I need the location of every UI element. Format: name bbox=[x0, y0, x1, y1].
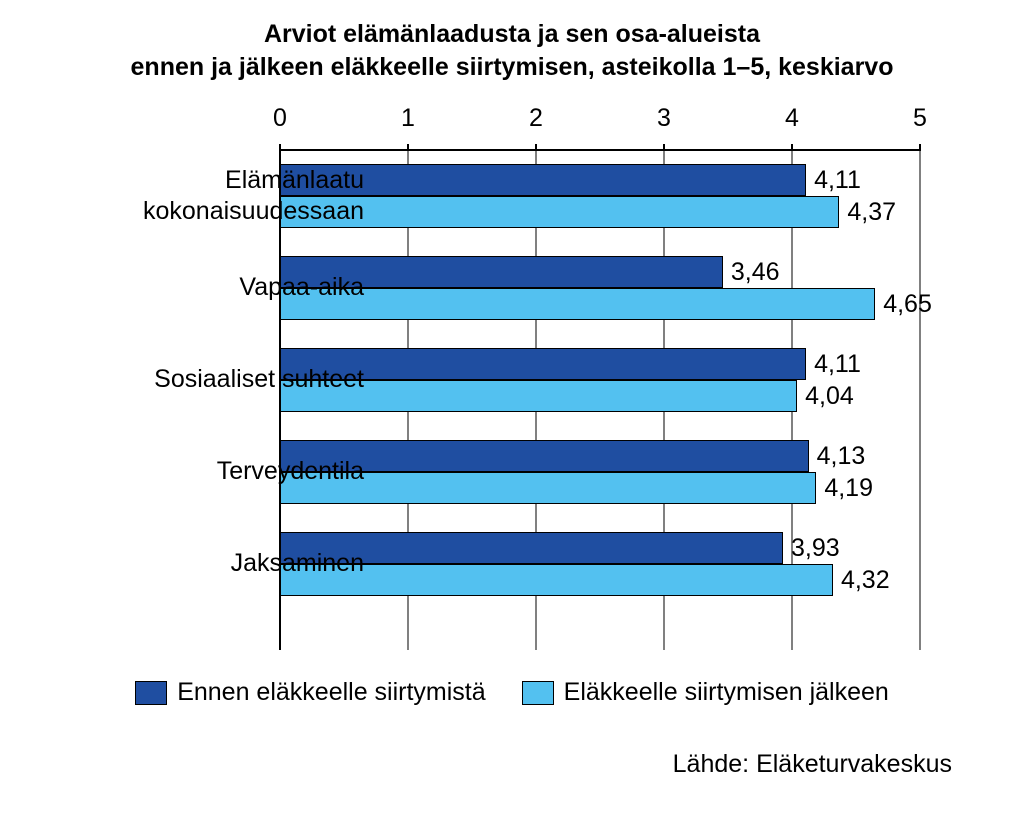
category-label: Elämänlaatu kokonaisuudessaan bbox=[143, 165, 364, 228]
x-tick-label: 3 bbox=[657, 104, 671, 133]
bar-value-label: 4,04 bbox=[805, 382, 854, 411]
chart-title-line1: Arviot elämänlaadusta ja sen osa-alueist… bbox=[0, 18, 1024, 51]
bar-value-label: 4,19 bbox=[824, 474, 873, 503]
bar-value-label: 4,13 bbox=[817, 442, 866, 471]
legend-item: Eläkkeelle siirtymisen jälkeen bbox=[522, 678, 889, 707]
chart-container: Arviot elämänlaadusta ja sen osa-alueist… bbox=[0, 0, 1024, 816]
x-tick-label: 0 bbox=[273, 104, 287, 133]
legend-swatch bbox=[522, 681, 554, 705]
plot-area: 0123454,114,373,464,654,114,044,134,193,… bbox=[280, 150, 920, 650]
bar-value-label: 3,46 bbox=[731, 258, 780, 287]
bar-value-label: 4,32 bbox=[841, 566, 890, 595]
bar-after bbox=[280, 288, 875, 320]
x-tick-label: 1 bbox=[401, 104, 415, 133]
x-tick-label: 2 bbox=[529, 104, 543, 133]
category-label: Vapaa-aika bbox=[239, 272, 364, 303]
category-label: Jaksaminen bbox=[231, 548, 364, 579]
category-label: Terveydentila bbox=[217, 456, 364, 487]
bar-value-label: 4,11 bbox=[814, 166, 861, 195]
legend-label: Ennen eläkkeelle siirtymistä bbox=[177, 678, 485, 707]
chart-title: Arviot elämänlaadusta ja sen osa-alueist… bbox=[0, 0, 1024, 83]
x-tick-label: 5 bbox=[913, 104, 927, 133]
category-label: Sosiaaliset suhteet bbox=[154, 364, 364, 395]
bar-value-label: 4,65 bbox=[883, 290, 932, 319]
bar-value-label: 4,11 bbox=[814, 350, 861, 379]
x-tick-label: 4 bbox=[785, 104, 799, 133]
gridline bbox=[919, 150, 921, 650]
chart-title-line2: ennen ja jälkeen eläkkeelle siirtymisen,… bbox=[0, 51, 1024, 84]
bar-value-label: 3,93 bbox=[791, 534, 840, 563]
source-label: Lähde: Eläketurvakeskus bbox=[673, 750, 952, 779]
legend: Ennen eläkkeelle siirtymistä Eläkkeelle s… bbox=[0, 678, 1024, 712]
legend-label: Eläkkeelle siirtymisen jälkeen bbox=[564, 678, 889, 707]
legend-swatch bbox=[135, 681, 167, 705]
legend-item: Ennen eläkkeelle siirtymistä bbox=[135, 678, 485, 707]
bar-value-label: 4,37 bbox=[847, 198, 896, 227]
x-axis-line bbox=[279, 149, 921, 151]
